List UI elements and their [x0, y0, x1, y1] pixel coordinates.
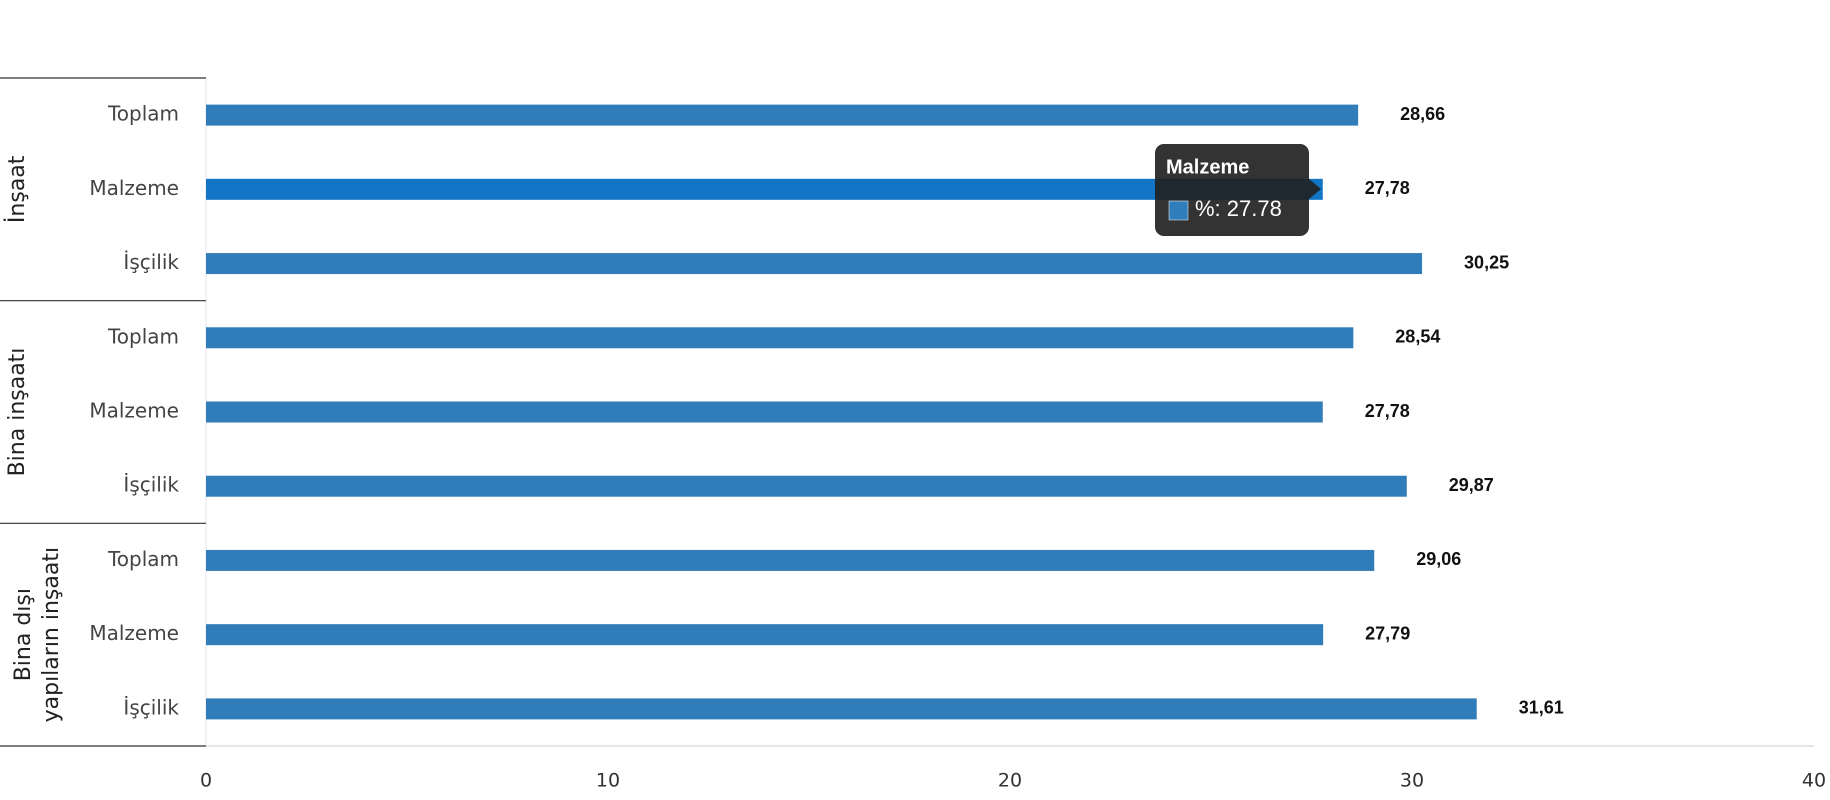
value-label: 30,25	[1464, 252, 1509, 272]
x-tick-label: 0	[200, 770, 212, 792]
category-label: İşçilik	[123, 473, 179, 497]
bar	[206, 327, 1354, 349]
value-label: 27,78	[1365, 178, 1410, 198]
category-label: Malzeme	[89, 176, 179, 200]
bar	[206, 475, 1407, 497]
group-label: Bina dışı	[11, 588, 36, 681]
category-label: Toplam	[107, 102, 179, 126]
tooltip-title: Malzeme	[1166, 156, 1249, 178]
bar	[206, 178, 1323, 200]
tooltip-box	[1155, 144, 1309, 236]
x-tick-label: 40	[1802, 770, 1826, 792]
category-label: Toplam	[107, 324, 179, 348]
bar	[206, 104, 1359, 126]
category-label: Malzeme	[89, 621, 179, 645]
value-label: 29,06	[1416, 549, 1461, 569]
group-label: Bina inşaatı	[5, 348, 30, 477]
bar	[206, 253, 1423, 275]
tooltip-arrow	[1309, 179, 1321, 199]
tooltip: Malzeme %: 27.78	[1155, 144, 1321, 236]
category-label: Malzeme	[89, 399, 179, 423]
bar	[206, 698, 1477, 720]
category-label: Toplam	[107, 547, 179, 571]
x-tick-label: 10	[596, 770, 620, 792]
value-label: 29,87	[1449, 475, 1494, 495]
value-label: 27,79	[1365, 623, 1410, 643]
bar	[206, 549, 1375, 571]
bar	[206, 401, 1323, 423]
value-label: 28,54	[1395, 327, 1440, 347]
value-label: 27,78	[1365, 401, 1410, 421]
bar	[206, 624, 1324, 646]
value-label: 31,61	[1519, 698, 1564, 718]
tooltip-text: %: 27.78	[1195, 196, 1282, 221]
tooltip-swatch	[1168, 200, 1189, 221]
value-label: 28,66	[1400, 104, 1445, 124]
category-label: İşçilik	[123, 250, 179, 274]
category-label: İşçilik	[123, 695, 179, 719]
x-tick-label: 20	[998, 770, 1022, 792]
x-tick-label: 30	[1400, 770, 1424, 792]
group-label: yapıların inşaatı	[39, 547, 64, 722]
group-label: İnşaat	[4, 155, 30, 223]
